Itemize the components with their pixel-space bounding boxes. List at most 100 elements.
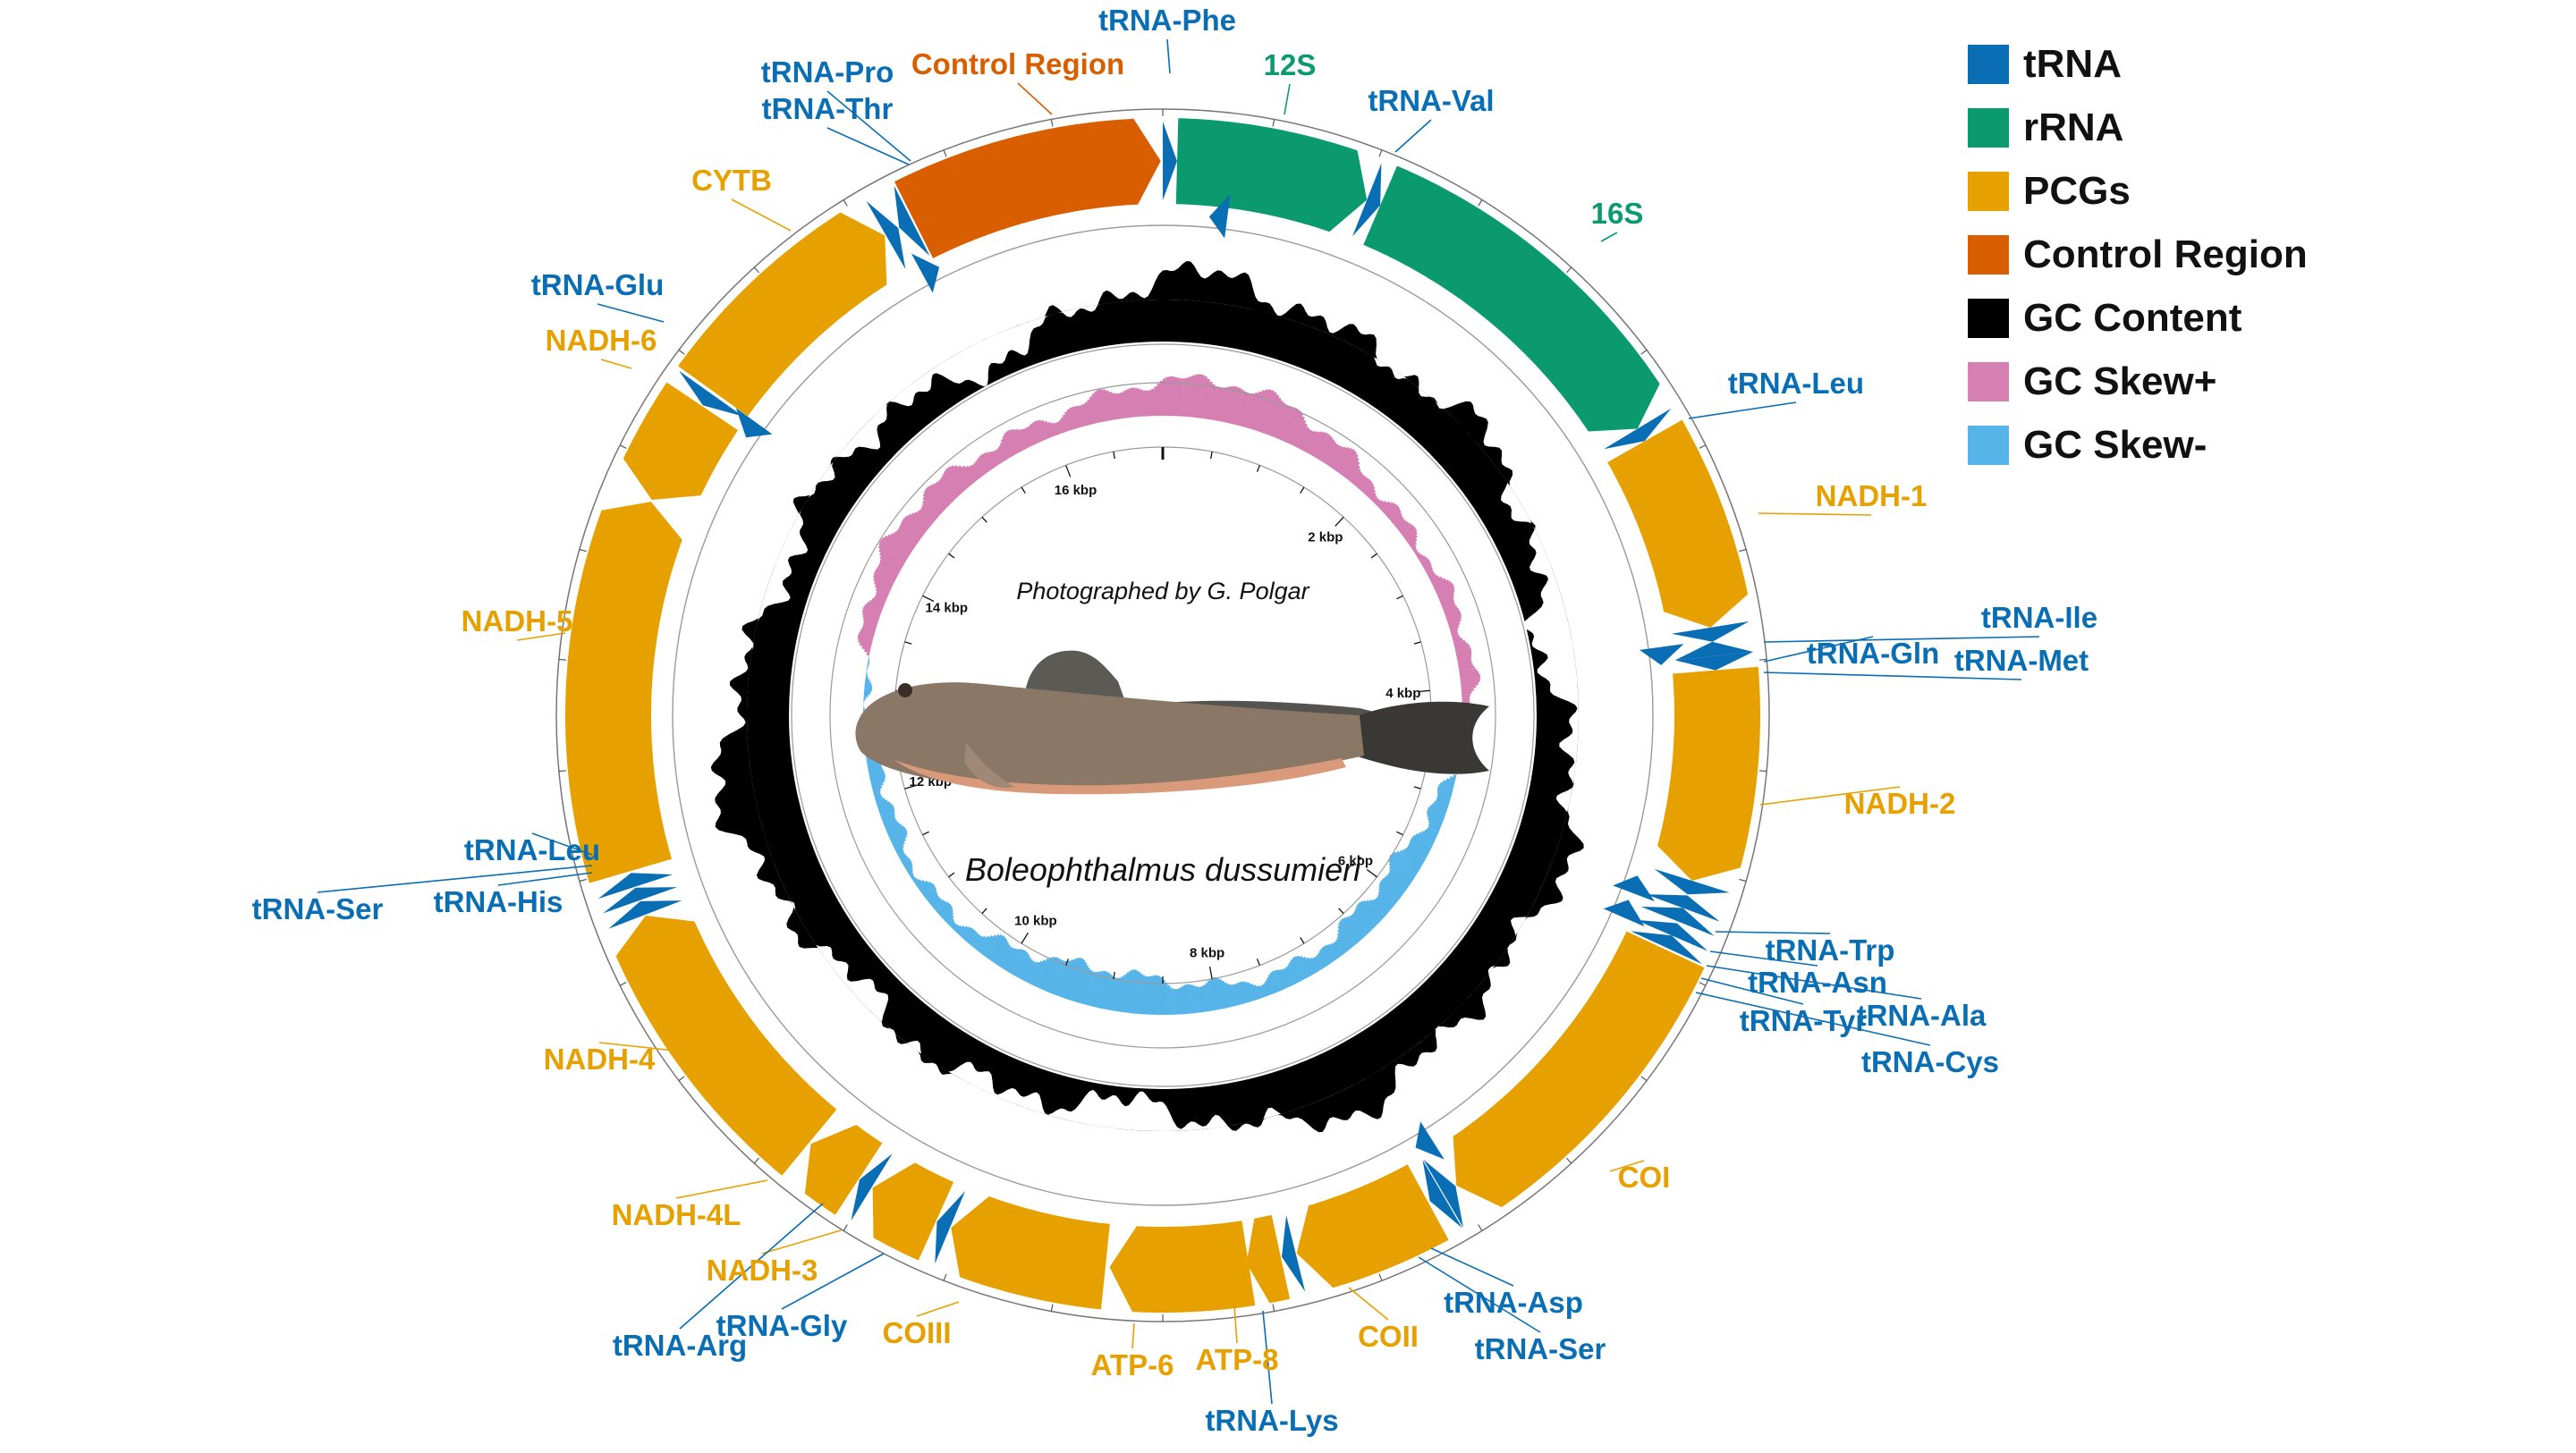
outer-tick [843, 199, 848, 207]
label-control-region: Control Region [911, 47, 1124, 80]
leader-line [781, 1253, 885, 1310]
feature-trna-trp [1654, 868, 1730, 895]
feature-control-region [894, 118, 1161, 258]
outer-tick [1699, 982, 1707, 986]
feature-trna-glu [679, 370, 743, 417]
label-16s: 16S [1591, 197, 1644, 230]
leader-line [497, 872, 593, 886]
scale-label: 4 kbp [1385, 686, 1420, 701]
label-nadh-6: NADH-6 [546, 324, 657, 357]
trna-inner-marker [1613, 875, 1655, 902]
leader-line [1688, 401, 1797, 419]
leader-line [1700, 977, 1804, 1005]
leader-line [916, 1301, 960, 1317]
leader-line [1600, 232, 1618, 242]
leader-line [1715, 931, 1831, 934]
scale-tick [1300, 936, 1305, 944]
feature-nadh-4l [804, 1125, 883, 1215]
leader-line [317, 865, 593, 893]
legend-label: GC Content [2023, 295, 2242, 340]
leader-line [1262, 1310, 1273, 1405]
gc-skew-track [829, 374, 1496, 1049]
label-atp-6: ATP-6 [1091, 1348, 1174, 1381]
label-12s: 12S [1264, 48, 1317, 81]
leader-line [1284, 83, 1291, 115]
label-trna-ser: tRNA-Ser [1475, 1332, 1606, 1365]
leader-line [761, 1229, 842, 1254]
feature-trna-leu [597, 873, 674, 900]
label-trna-gly: tRNA-Gly [716, 1309, 848, 1342]
feature-trna-ser [1423, 1159, 1463, 1228]
outer-tick [1739, 548, 1747, 553]
leader-line [531, 832, 593, 856]
fish-tail [1355, 701, 1489, 774]
scale-tick [1396, 595, 1403, 600]
leader-line [1233, 1305, 1238, 1344]
outer-tick [1050, 1304, 1054, 1312]
leader-line [1166, 38, 1171, 74]
legend-swatch [1968, 234, 2009, 275]
outer-tick [1699, 444, 1707, 449]
label-trna-lys: tRNA-Lys [1205, 1404, 1338, 1437]
legend-swatch [1968, 44, 2009, 84]
legend-swatch [1968, 107, 2009, 148]
feature-nadh-5 [565, 502, 682, 883]
feature-nadh-4 [615, 916, 837, 1176]
outer-tick [558, 658, 566, 661]
scale-tick [948, 553, 955, 559]
label-trna-ser: tRNA-Ser [252, 892, 384, 925]
label-trna-trp: tRNA-Trp [1766, 933, 1895, 967]
trna-inner-marker [735, 408, 773, 438]
label-nadh-2: NADH-2 [1844, 787, 1956, 820]
feature-labels: tRNA-Phe 12S tRNA-Val 16S tRNA-Leu NADH-1 tRNA… [252, 4, 2097, 1437]
leader-line [826, 90, 911, 162]
scale-tick [1413, 641, 1421, 645]
scale-tick [904, 641, 912, 645]
label-trna-thr: tRNA-Thr [762, 92, 894, 125]
label-trna-met: tRNA-Met [1954, 644, 2089, 677]
feature-coii [1296, 1164, 1449, 1288]
scale-tick [1256, 465, 1261, 472]
track-ring [829, 382, 1496, 1049]
outer-tick [1272, 1304, 1275, 1312]
leader-line [1709, 950, 1818, 967]
feature-cytb [678, 212, 887, 417]
feature-trna-leu [1604, 408, 1672, 450]
leader-line [1706, 965, 1922, 1000]
scale-tick [981, 516, 987, 523]
leader-line [1763, 672, 2022, 680]
outer-tick [558, 770, 566, 773]
leader-line [1759, 786, 1901, 806]
leader-line [1418, 1256, 1541, 1333]
label-trna-gln: tRNA-Gln [1807, 637, 1939, 670]
legend-label: GC Skew+ [2023, 359, 2217, 403]
outer-tick [1640, 1076, 1648, 1082]
label-trna-cys: tRNA-Cys [1861, 1045, 1999, 1078]
leader-line [1348, 1287, 1389, 1321]
fish-body [855, 682, 1364, 788]
leader-line [1017, 82, 1053, 115]
label-trna-pro: tRNA-Pro [761, 55, 894, 89]
leader-line [1695, 992, 1931, 1046]
label-nadh-4: NADH-4 [544, 1043, 656, 1076]
outer-tick [619, 444, 627, 449]
feature-trna-arg [851, 1153, 893, 1221]
outer-tick [1478, 199, 1483, 207]
trna-inner-marker [1415, 1121, 1445, 1160]
label-atp-8: ATP-8 [1196, 1343, 1279, 1376]
leader-line [1763, 636, 1874, 663]
outer-tick [753, 1157, 760, 1164]
feature-track [565, 118, 1760, 1313]
leader-line [516, 632, 566, 641]
photo-credit: Photographed by G. Polgar [1016, 578, 1309, 604]
fish-photo [855, 650, 1489, 795]
outer-tick [1478, 1224, 1483, 1231]
scale-tick [1366, 868, 1377, 878]
feature-trna-lys [1282, 1215, 1306, 1292]
leader-line [1609, 1160, 1645, 1172]
scale-tick [948, 872, 955, 878]
label-coiii: COIII [882, 1316, 951, 1349]
legend-item-gc-skew-: GC Skew+ [1968, 350, 2308, 413]
feature-trna-val [1352, 163, 1382, 237]
